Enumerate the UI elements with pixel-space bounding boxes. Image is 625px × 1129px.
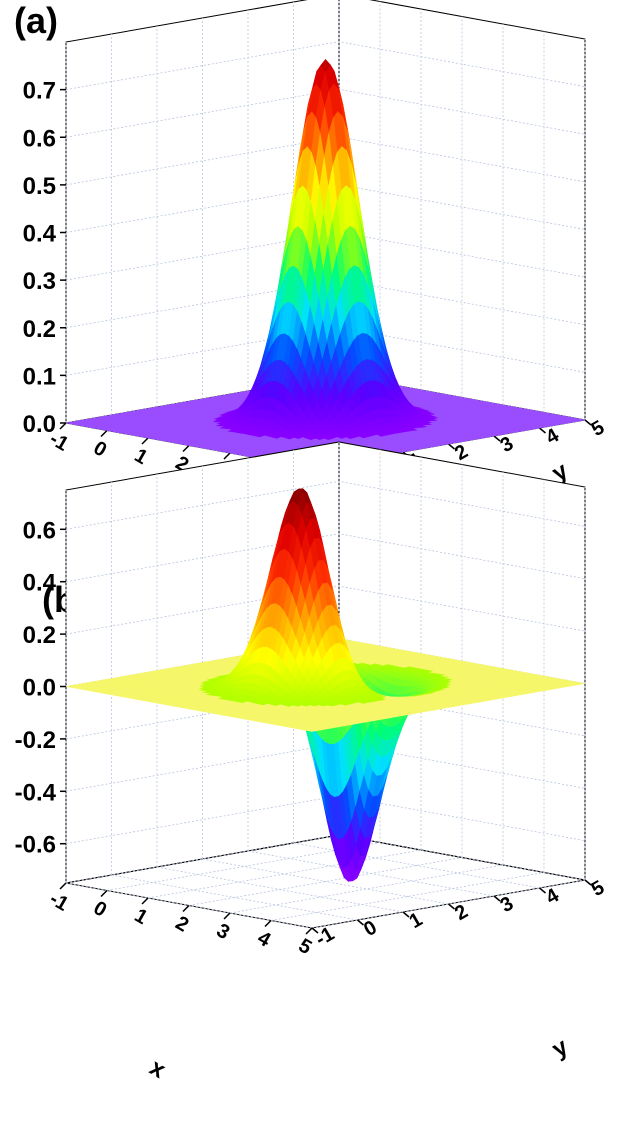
y-axis-label: y bbox=[548, 1033, 574, 1063]
x-tick bbox=[142, 438, 148, 444]
y-tick-label: 1 bbox=[406, 908, 427, 933]
x-tick-label: 0 bbox=[90, 897, 111, 922]
z-tick-label: 0.0 bbox=[23, 675, 56, 702]
floor-grid-line bbox=[203, 859, 449, 904]
x-tick bbox=[60, 423, 66, 429]
z-tick-label: 0.4 bbox=[23, 570, 57, 597]
z-tick-label: 0.7 bbox=[23, 78, 56, 105]
z-tick-label: -0.4 bbox=[15, 779, 57, 806]
x-tick-label: 3 bbox=[213, 919, 234, 944]
z-tick-label: 0.6 bbox=[23, 125, 56, 152]
y-tick-label: 0 bbox=[360, 916, 381, 941]
y-tick-label: 5 bbox=[588, 416, 609, 441]
z-tick-label: 0.4 bbox=[23, 221, 57, 248]
x-tick-label: 1 bbox=[131, 444, 152, 469]
y-tick-label: 2 bbox=[451, 440, 472, 465]
z-tick-label: 0.0 bbox=[23, 411, 56, 438]
panel-a: (a) 0.00.10.20.30.40.50.60.7-1012345-101… bbox=[14, 0, 608, 512]
z-tick-label: -0.2 bbox=[15, 727, 56, 754]
x-tick bbox=[224, 913, 230, 919]
floor-grid-line bbox=[248, 851, 494, 896]
y-tick-label: 3 bbox=[497, 432, 518, 457]
x-tick-label: 5 bbox=[295, 934, 316, 959]
x-tick bbox=[183, 446, 189, 452]
x-tick bbox=[142, 898, 148, 904]
y-tick-label: 2 bbox=[451, 900, 472, 925]
x-tick bbox=[60, 883, 66, 889]
z-tick-label: 0.3 bbox=[23, 268, 56, 295]
z-tick-label: 0.2 bbox=[23, 622, 56, 649]
x-tick bbox=[183, 906, 189, 912]
x-tick bbox=[224, 453, 230, 459]
z-tick-label: 0.6 bbox=[23, 517, 56, 544]
x-tick-label: 4 bbox=[254, 927, 275, 952]
x-tick-label: -1 bbox=[46, 888, 72, 916]
panel-a-label: (a) bbox=[14, 0, 58, 41]
z-tick-label: 0.2 bbox=[23, 316, 56, 343]
y-tick-label: 5 bbox=[588, 876, 609, 901]
x-tick-label: 1 bbox=[131, 904, 152, 929]
x-tick bbox=[265, 921, 271, 927]
y-tick-label: 4 bbox=[542, 424, 563, 449]
y-tick-label: 4 bbox=[542, 884, 563, 909]
y-tick-label: 3 bbox=[497, 892, 518, 917]
z-tick-label: 0.5 bbox=[23, 173, 56, 200]
z-tick-label: 0.1 bbox=[23, 363, 56, 390]
floor-grid-line bbox=[157, 867, 403, 912]
x-tick bbox=[101, 891, 107, 897]
x-tick bbox=[101, 431, 107, 437]
x-tick-label: 2 bbox=[172, 912, 193, 937]
x-tick-label: 0 bbox=[90, 437, 111, 462]
x-axis-label: x bbox=[145, 1054, 171, 1084]
z-tick-label: -0.6 bbox=[15, 832, 56, 859]
